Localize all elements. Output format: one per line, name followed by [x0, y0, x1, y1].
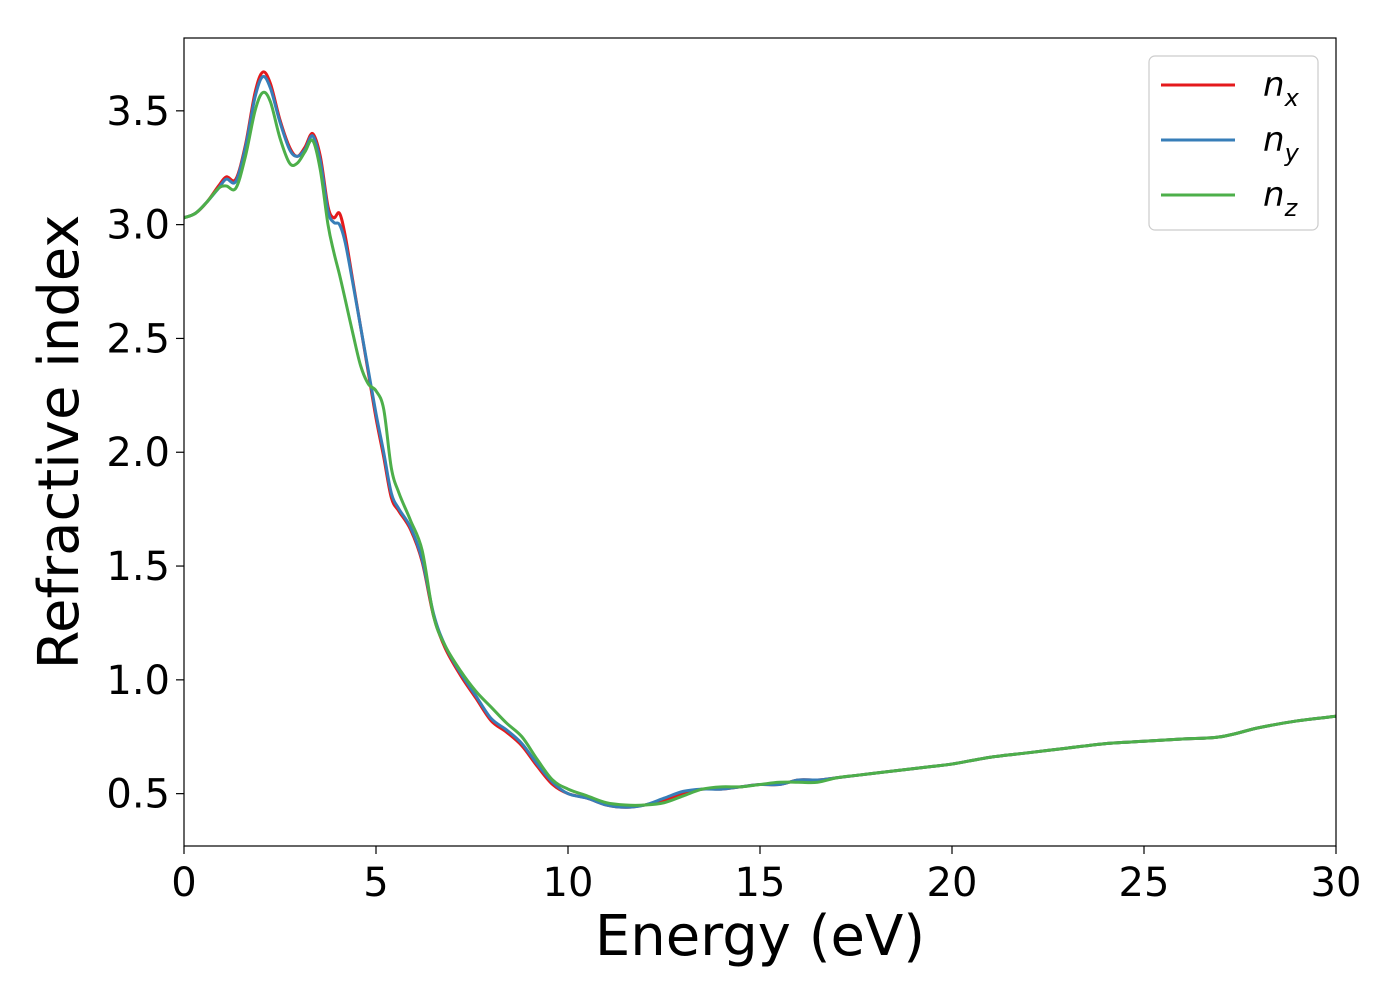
x-tick-label: 30 — [1311, 860, 1362, 906]
legend-box — [1148, 55, 1319, 231]
y-tick-label: 2.5 — [106, 316, 170, 362]
x-axis-label: Energy (eV) — [595, 904, 925, 969]
legend-items: nx ny nz — [1161, 65, 1300, 222]
y-tick-label: 1.5 — [106, 544, 170, 590]
y-axis-ticks: 0.5 1.0 1.5 2.0 2.5 3.0 3.5 — [106, 89, 184, 818]
x-axis-ticks: 0 5 10 15 20 25 30 — [171, 846, 1361, 906]
y-tick-label: 1.0 — [106, 658, 170, 704]
x-tick-label: 25 — [1119, 860, 1170, 906]
x-tick-label: 10 — [543, 860, 594, 906]
legend: nx ny nz — [1148, 55, 1319, 231]
y-tick-label: 0.5 — [106, 772, 170, 818]
y-tick-label: 2.0 — [106, 430, 170, 476]
x-tick-label: 0 — [171, 860, 196, 906]
y-axis-label: Refractive index — [27, 215, 92, 670]
legend-label-nz: nz — [1263, 175, 1299, 222]
legend-label-ny: ny — [1263, 120, 1300, 167]
x-tick-label: 20 — [927, 860, 978, 906]
series-lines — [184, 70, 1336, 809]
plot-area: 0 5 10 15 20 25 30 0.5 1.0 1.5 2.0 2.5 3.0 3.5 — [106, 37, 1361, 906]
series-line-nz — [184, 90, 1336, 807]
legend-label-nx: nx — [1263, 65, 1300, 112]
y-tick-label: 3.0 — [106, 203, 170, 249]
x-tick-label: 15 — [735, 860, 786, 906]
x-tick-label: 5 — [363, 860, 388, 906]
y-tick-label: 3.5 — [106, 89, 170, 135]
